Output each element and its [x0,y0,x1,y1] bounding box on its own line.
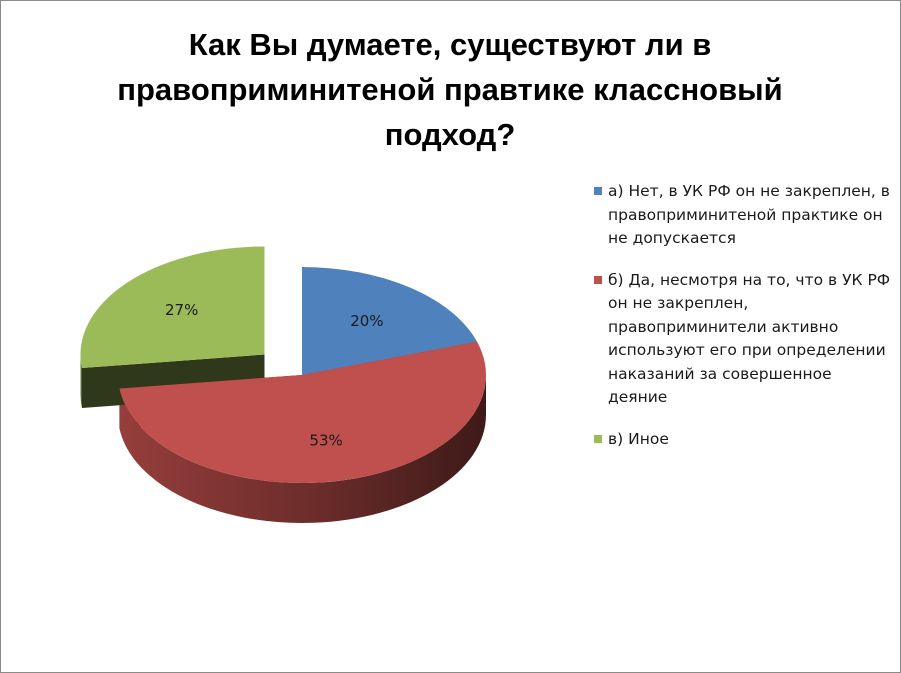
legend-label-c: в) Иное [608,429,669,448]
legend-item-c: в) Иное [594,428,894,452]
legend-swatch-c [594,434,602,443]
pie-tops [80,246,487,484]
legend-item-b: б) Да, несмотря на то, что в УК РФ он не… [594,269,894,410]
legend-swatch-a [594,187,602,195]
legend-item-a: а) Нет, в УК РФ он не закреплен, в право… [594,180,894,251]
pie-slice-1 [119,341,487,484]
pie-label-0: 20% [350,312,383,330]
legend-label-a: а) Нет, в УК РФ он не закреплен, в право… [608,182,890,247]
chart-title: Как Вы думаете, существуют ли в правопри… [117,27,783,152]
pie-labels: 20% 53% 27% [165,301,384,449]
pie-slice-0 [302,267,477,375]
legend-swatch-b [594,275,602,284]
pie-slice-2 [80,246,265,369]
pie-label-2: 27% [165,301,198,319]
pie-label-1: 53% [309,431,342,449]
legend: а) Нет, в УК РФ он не закреплен, в право… [594,180,894,469]
legend-label-b: б) Да, несмотря на то, что в УК РФ он не… [608,270,891,407]
